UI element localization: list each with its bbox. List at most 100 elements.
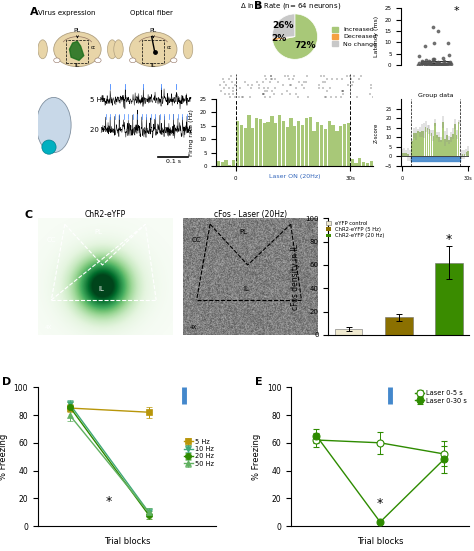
Bar [335, 131, 338, 166]
Text: 26%: 26% [272, 21, 294, 30]
Bar [339, 126, 342, 166]
Bar [425, 127, 427, 156]
Legend: Laser 0-5 s, Laser 0-30 s: Laser 0-5 s, Laser 0-30 s [412, 388, 469, 407]
Bar [430, 133, 432, 156]
Text: Virus expression: Virus expression [37, 10, 95, 16]
Bar [362, 161, 365, 166]
Bar [401, 153, 403, 156]
Bar [411, 141, 413, 156]
Point [421, 59, 429, 68]
Bar [247, 115, 251, 166]
Point [441, 60, 449, 68]
Bar [428, 129, 430, 156]
Point [435, 59, 443, 68]
Text: *: * [454, 6, 460, 16]
Bar [456, 134, 457, 156]
Text: D: D [2, 377, 11, 387]
Point [426, 59, 433, 68]
Bar [450, 137, 452, 156]
Bar [421, 61, 449, 64]
Point [426, 61, 433, 69]
Text: PL: PL [94, 229, 102, 235]
Ellipse shape [38, 40, 47, 59]
Bar [370, 161, 373, 166]
Bar [228, 165, 231, 166]
Bar [403, 153, 405, 156]
Text: 2%: 2% [271, 34, 286, 43]
Y-axis label: Firing rate (Hz): Firing rate (Hz) [189, 109, 194, 156]
Bar [366, 163, 369, 166]
Bar [285, 127, 289, 166]
Bar [255, 118, 258, 166]
Text: Laser ON (20Hz): Laser ON (20Hz) [269, 174, 320, 179]
Y-axis label: cFos density in IL: cFos density in IL [291, 244, 300, 310]
Legend: 5 Hz, 10 Hz, 20 Hz, 50 Hz: 5 Hz, 10 Hz, 20 Hz, 50 Hz [182, 436, 217, 469]
Bar [427, 127, 428, 156]
Text: CC: CC [46, 237, 56, 242]
Point [438, 60, 446, 69]
Point [433, 60, 441, 69]
Point [417, 60, 425, 69]
Y-axis label: % Freezing: % Freezing [252, 434, 261, 480]
Point [432, 59, 439, 68]
Bar [435, 122, 436, 156]
Point [422, 58, 429, 67]
Point [438, 60, 446, 68]
Point [440, 57, 447, 66]
Bar [458, 122, 459, 156]
Bar [358, 158, 362, 166]
Bar [274, 123, 277, 166]
Text: 4X: 4X [45, 325, 52, 330]
Ellipse shape [129, 32, 177, 67]
Bar [444, 139, 446, 156]
Ellipse shape [54, 58, 60, 63]
Title: Group data: Group data [418, 93, 453, 98]
Bar [293, 126, 296, 166]
Bar [462, 154, 463, 156]
Ellipse shape [171, 58, 177, 63]
Text: PL: PL [74, 28, 81, 33]
Legend: Increased, Decreased, No change: Increased, Decreased, No change [329, 24, 379, 49]
Bar [244, 128, 247, 166]
Bar [435, 263, 463, 335]
Bar [240, 125, 243, 166]
Legend: eYFP control, ChR2-eYFP (5 Hz), ChR2-eYFP (20 Hz): eYFP control, ChR2-eYFP (5 Hz), ChR2-eYF… [324, 219, 387, 241]
Polygon shape [70, 41, 84, 61]
Point [429, 54, 437, 63]
Point [421, 41, 429, 50]
Bar [413, 133, 415, 156]
Bar [259, 118, 262, 166]
Bar [217, 161, 220, 166]
Bar [331, 126, 335, 166]
Y-axis label: Z-score: Z-score [374, 122, 379, 143]
Point [429, 61, 437, 69]
Bar [309, 117, 312, 166]
Point [432, 60, 440, 68]
Text: 0.1 s: 0.1 s [165, 159, 181, 164]
Bar [464, 154, 465, 156]
Text: 20 Hz: 20 Hz [90, 127, 110, 133]
Point [434, 26, 442, 35]
Point [444, 60, 452, 68]
Bar [355, 163, 358, 166]
Bar [278, 116, 281, 166]
Point [427, 60, 435, 68]
Point [441, 60, 448, 68]
Point [446, 51, 453, 60]
X-axis label: Trial blocks: Trial blocks [357, 537, 403, 545]
Bar [446, 135, 448, 156]
Bar [409, 155, 411, 156]
Bar [232, 160, 235, 166]
Text: PL: PL [150, 28, 157, 33]
Point [436, 60, 444, 69]
Ellipse shape [108, 40, 117, 59]
Bar [324, 129, 327, 166]
Point [151, 48, 159, 57]
Point [430, 55, 438, 64]
X-axis label: Trial blocks: Trial blocks [104, 537, 150, 545]
Point [425, 59, 432, 68]
Point [422, 56, 429, 64]
Bar [467, 151, 469, 156]
Ellipse shape [42, 140, 56, 154]
Point [445, 59, 452, 68]
